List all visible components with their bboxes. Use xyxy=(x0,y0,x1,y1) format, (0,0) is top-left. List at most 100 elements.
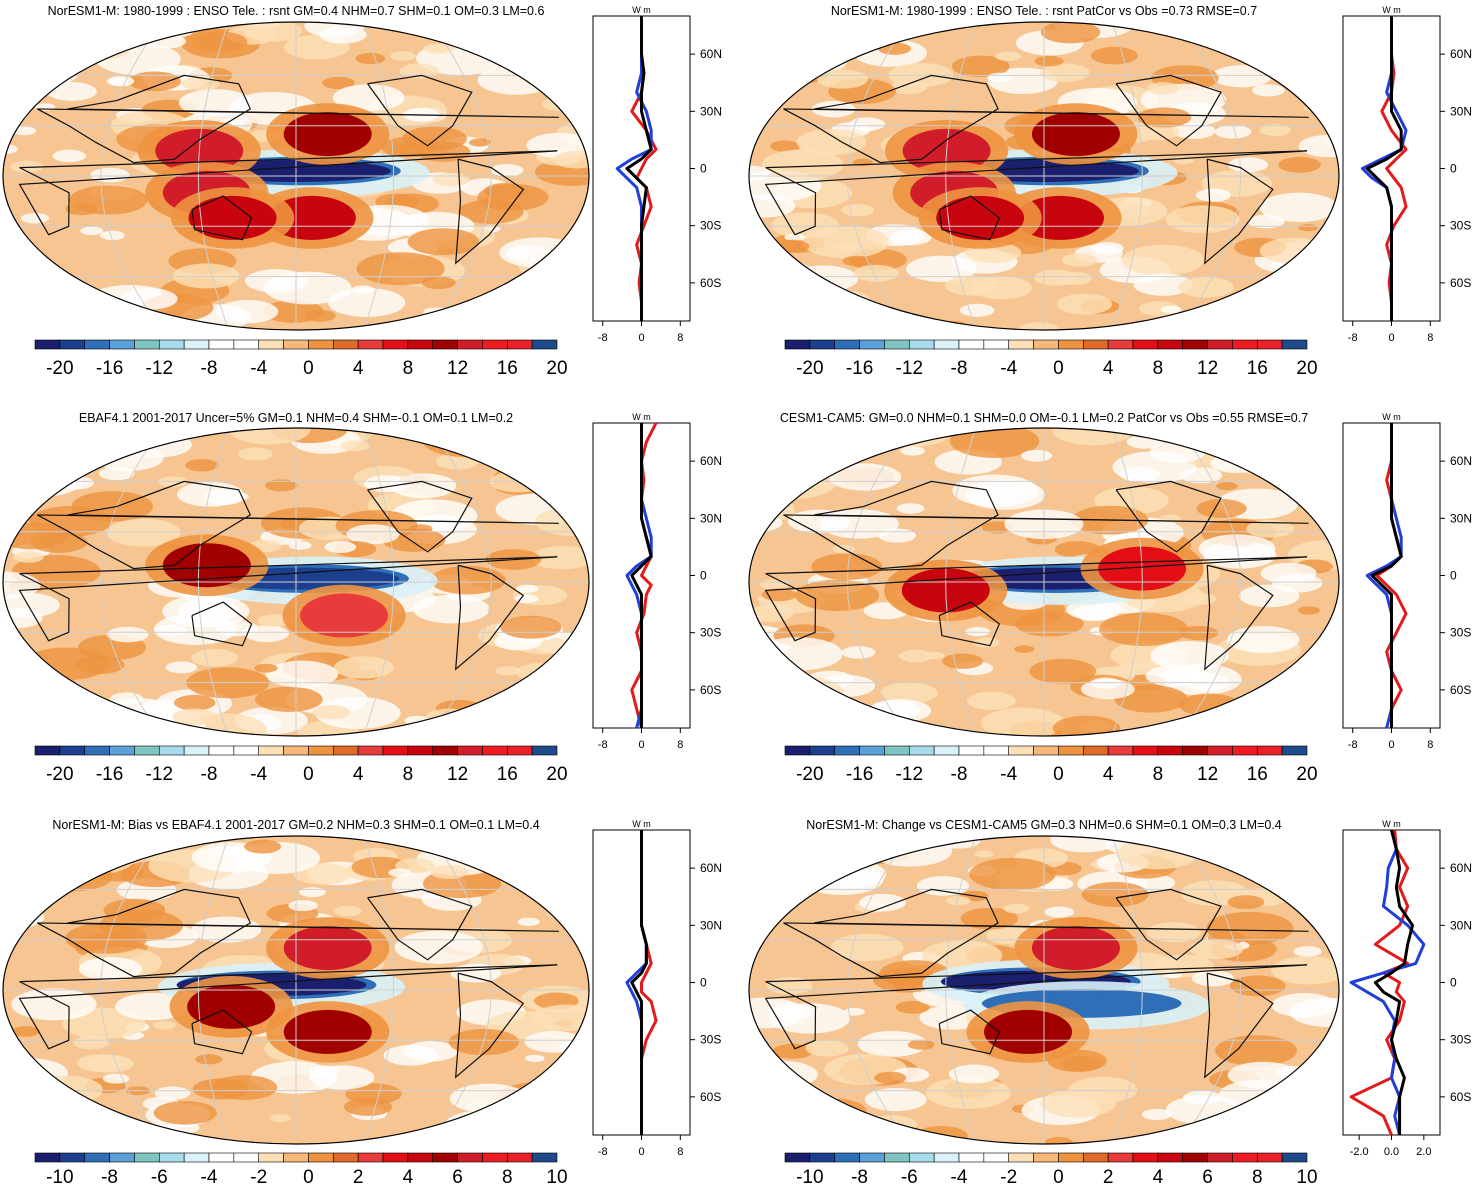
texture-blob xyxy=(351,285,375,294)
texture-blob xyxy=(86,1054,134,1073)
profile-ytick-label: 0 xyxy=(700,569,707,583)
coastline-1 xyxy=(764,556,1308,642)
texture-blob xyxy=(898,649,934,663)
graticule-lon xyxy=(432,838,492,1142)
texture-blob xyxy=(92,724,140,736)
coastline-2 xyxy=(938,195,1001,241)
texture-blob xyxy=(802,836,888,861)
coastline-4 xyxy=(454,564,525,671)
texture-blob xyxy=(1274,57,1339,86)
feature-spcz xyxy=(283,1009,372,1054)
texture-blob xyxy=(907,1039,935,1050)
map-field xyxy=(749,22,1339,330)
texture-blob xyxy=(154,1086,191,1100)
texture-blob xyxy=(1172,122,1216,139)
colorbar-label: 0 xyxy=(1053,1167,1064,1187)
colorbar-label: 10 xyxy=(546,1167,567,1187)
texture-blob xyxy=(749,644,783,668)
texture-blob xyxy=(749,82,795,100)
colorbar-box xyxy=(1107,1152,1134,1163)
colorbar-box xyxy=(1232,1152,1258,1163)
coastline-1 xyxy=(764,964,1308,1050)
profile-ytick-label: 60N xyxy=(700,47,722,61)
texture-blob xyxy=(477,1122,522,1139)
texture-blob xyxy=(1034,55,1064,67)
colorbar-label: -4 xyxy=(250,764,267,785)
texture-blob xyxy=(1297,606,1320,615)
texture-blob xyxy=(749,270,792,294)
profile-unit: W m xyxy=(1382,5,1401,15)
texture-blob xyxy=(1178,693,1240,717)
profile-line-black xyxy=(630,830,648,1135)
texture-blob xyxy=(1050,836,1119,853)
texture-blob xyxy=(1040,1089,1117,1118)
texture-blob xyxy=(946,896,971,906)
graticule-lon xyxy=(364,430,395,734)
colorbar-box xyxy=(158,339,185,350)
texture-blob xyxy=(12,126,36,136)
profile-line-black xyxy=(1370,423,1403,728)
texture-blob xyxy=(1150,641,1229,671)
texture-blob xyxy=(333,656,394,679)
graticule-lon xyxy=(846,838,907,1142)
texture-blob xyxy=(3,442,63,468)
colorbar-label: -4 xyxy=(1000,358,1017,379)
colorbar-label: -8 xyxy=(851,1167,868,1187)
colorbar-box xyxy=(233,339,260,350)
colorbar-box xyxy=(933,339,960,350)
profile-xtick-label: 8 xyxy=(677,332,683,344)
texture-blob xyxy=(760,851,803,868)
texture-blob xyxy=(787,49,831,66)
colorbar-box xyxy=(432,745,458,756)
profile-line-black xyxy=(1373,829,1415,1135)
panel-2: NorESM1-M: 1980-1999 : ENSO Tele. : rsnt… xyxy=(748,4,1472,379)
texture-blob xyxy=(1293,946,1322,957)
colorbar-box xyxy=(884,745,910,756)
texture-blob xyxy=(1091,242,1124,255)
texture-blob xyxy=(3,725,51,736)
colorbar-box xyxy=(258,1152,284,1163)
colorbar-box xyxy=(983,745,1010,756)
texture-blob xyxy=(767,901,789,910)
texture-blob xyxy=(870,724,907,736)
colorbar-box xyxy=(382,339,409,350)
texture-blob xyxy=(1195,188,1231,202)
colorbar-box xyxy=(1033,1152,1059,1163)
colorbar-box xyxy=(432,1152,458,1163)
colorbar-box xyxy=(59,1152,86,1163)
texture-blob xyxy=(959,303,995,317)
colorbar-box xyxy=(1058,339,1084,350)
coastline-0 xyxy=(783,480,1309,570)
colorbar-box xyxy=(1256,1152,1283,1163)
texture-blob xyxy=(515,584,539,593)
texture-blob xyxy=(1045,1136,1073,1144)
profile-ytick-label: 30S xyxy=(1450,1033,1471,1047)
texture-blob xyxy=(52,149,86,163)
colorbar-label: 2 xyxy=(353,1167,364,1187)
texture-blob xyxy=(1246,519,1295,538)
texture-blob xyxy=(119,288,178,310)
map-field xyxy=(749,428,1339,736)
texture-blob xyxy=(5,851,72,877)
texture-blob xyxy=(1214,124,1252,139)
colorbar-box xyxy=(482,745,508,756)
profile-ytick-label: 30N xyxy=(700,511,722,525)
colorbar-label: 4 xyxy=(1103,764,1114,785)
colorbar-box xyxy=(784,1152,811,1163)
texture-blob xyxy=(1178,276,1234,298)
profile-ytick-label: 60N xyxy=(1450,861,1472,875)
profile-xtick-label: 8 xyxy=(1427,739,1433,751)
texture-blob xyxy=(816,69,869,89)
texture-blob xyxy=(820,509,899,539)
colorbar-label: 8 xyxy=(1153,358,1164,379)
feature-npac-sub xyxy=(283,926,372,971)
colorbar-box xyxy=(1182,1152,1208,1163)
texture-blob xyxy=(304,309,336,322)
texture-blob xyxy=(864,1087,927,1112)
texture-blob xyxy=(524,1030,583,1053)
texture-blob xyxy=(965,627,991,637)
texture-blob xyxy=(432,172,470,187)
colorbar-box xyxy=(1107,339,1134,350)
colorbar-box xyxy=(407,745,434,756)
texture-blob xyxy=(309,1065,375,1090)
